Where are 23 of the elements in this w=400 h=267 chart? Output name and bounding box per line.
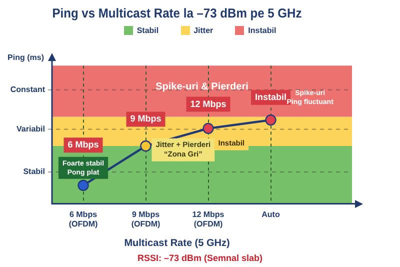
annotation: Spike-uri & Pierderi — [156, 81, 249, 92]
point — [265, 114, 276, 126]
point — [140, 140, 152, 152]
point — [202, 122, 214, 134]
x-tick-label: Auto — [262, 210, 280, 219]
chart-title: Ping vs Multicast Rate la –73 dBm pe 5 GHz — [52, 6, 302, 20]
annotation: 6 Mbps — [68, 140, 99, 150]
text: RSSI: –73 dBm (Semnal slab) — [136, 253, 264, 263]
ref-line-label: Stabil — [23, 167, 45, 176]
ref-line-label: Constant — [10, 85, 46, 94]
x-axis-title: Multicast Rate (5 GHz) — [124, 238, 230, 249]
point — [78, 180, 89, 191]
x-tick-label: 6 Mbps (OFDM) — [68, 210, 98, 228]
x-tick-label: 12 Mbps (OFDM) — [192, 210, 225, 228]
ref-line-label: Variabil — [16, 124, 45, 134]
text: Instabil — [254, 92, 287, 102]
legend-label: Stabil — [136, 26, 159, 35]
legend-label: Jitter — [192, 26, 214, 35]
x-tick-label: 9 Mbps (OFDM) — [131, 210, 161, 228]
legend-label: Instabil — [247, 26, 276, 35]
annotation: 9 Mbps — [130, 114, 162, 124]
text: 12 Mbps — [190, 98, 226, 109]
text: Ping (ms) — [8, 52, 44, 62]
